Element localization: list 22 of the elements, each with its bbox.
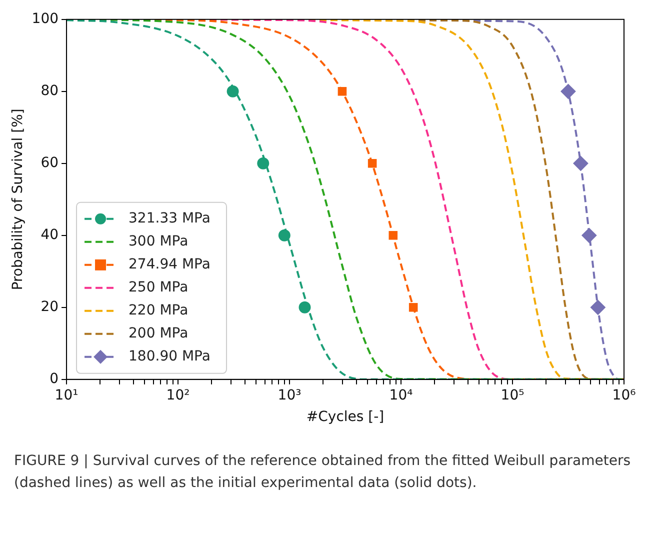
legend-label: 200 MPa — [128, 326, 188, 342]
x-tick-label: 10¹ — [54, 387, 78, 404]
legend-label: 274.94 MPa — [128, 256, 210, 273]
x-tick-label: 10² — [166, 387, 190, 404]
y-tick-label: 20 — [40, 299, 59, 316]
x-tick-label: 10⁴ — [389, 387, 414, 404]
legend-label: 321.33 MPa — [128, 210, 210, 227]
x-axis-title: #Cycles [-] — [306, 409, 384, 426]
y-tick-label: 60 — [40, 155, 59, 172]
y-tick-label: 80 — [40, 83, 59, 100]
legend-label: 300 MPa — [128, 234, 188, 250]
legend-label: 220 MPa — [128, 302, 188, 319]
y-axis-title: Probability of Survival [%] — [10, 108, 26, 290]
caption: FIGURE 9 | Survival curves of the reference obtained from the fitted Weibull parameters (dashed lines) as well as the initial experimental data (solid dots). — [14, 452, 632, 493]
legend-label: 250 MPa — [128, 280, 188, 296]
x-tick-label: 10⁶ — [612, 387, 636, 404]
x-tick-label: 10³ — [278, 387, 302, 404]
y-tick-label: 100 — [32, 11, 59, 28]
y-tick-label: 40 — [40, 227, 59, 244]
legend-label: 180.90 MPa — [128, 348, 210, 365]
y-tick-label: 0 — [50, 371, 59, 388]
x-tick-label: 10⁵ — [500, 387, 524, 404]
